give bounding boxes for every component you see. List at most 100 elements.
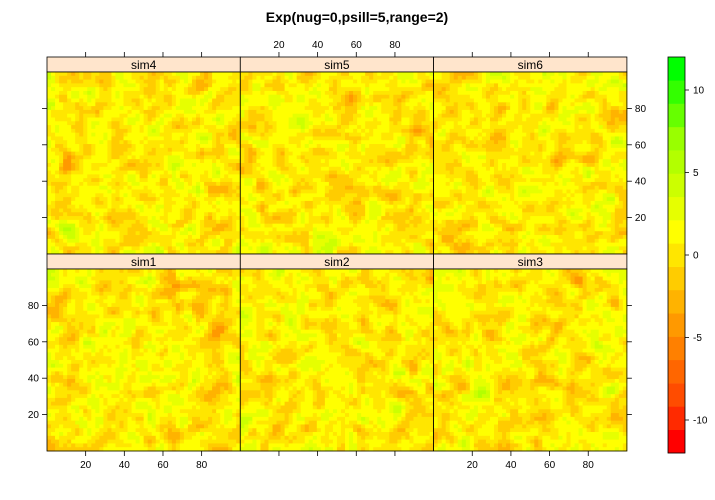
heatmap-cell	[357, 159, 362, 164]
heatmap-cell	[292, 223, 298, 228]
heatmap-cell	[361, 204, 366, 209]
heatmap-cell	[220, 113, 225, 118]
heatmap-cell	[175, 75, 181, 80]
heatmap-cell	[240, 235, 245, 240]
heatmap-cell	[429, 109, 434, 115]
heatmap-cell	[276, 87, 281, 92]
heatmap-cell	[95, 98, 100, 103]
heatmap-cell	[216, 181, 221, 187]
heatmap-cell	[429, 216, 434, 221]
heatmap-cell	[232, 216, 237, 221]
heatmap-cell	[401, 231, 406, 236]
heatmap-cell	[280, 155, 285, 160]
heatmap-cell	[324, 102, 330, 107]
heatmap-cell	[91, 155, 96, 160]
heatmap-cell	[393, 102, 398, 107]
heatmap-cell	[200, 197, 205, 202]
heatmap-cell	[316, 98, 322, 103]
heatmap-cell	[248, 75, 253, 80]
heatmap-cell	[409, 87, 414, 92]
heatmap-cell	[256, 197, 261, 202]
heatmap-cell	[67, 238, 72, 244]
heatmap-cell	[107, 94, 112, 99]
heatmap-cell	[107, 231, 112, 236]
heatmap-cell	[171, 113, 177, 118]
heatmap-cell	[79, 87, 84, 92]
heatmap-cell	[369, 121, 374, 126]
heatmap-cell	[409, 189, 414, 194]
heatmap-cell	[417, 125, 422, 130]
heatmap-cell	[566, 72, 571, 77]
heatmap-cell	[143, 212, 149, 217]
heatmap-cell	[228, 163, 233, 168]
heatmap-cell	[196, 231, 201, 236]
heatmap-cell	[47, 204, 52, 209]
heatmap-cell	[216, 204, 221, 209]
heatmap-cell	[276, 235, 281, 240]
heatmap-cell	[135, 185, 141, 190]
heatmap-cell	[167, 166, 173, 171]
heatmap-cell	[159, 144, 165, 149]
heatmap-cell	[417, 181, 422, 187]
heatmap-cell	[95, 216, 100, 221]
heatmap-cell	[51, 144, 56, 149]
heatmap-cell	[453, 83, 459, 88]
heatmap-cell	[191, 235, 197, 240]
heatmap-cell	[381, 136, 386, 141]
heatmap-cell	[204, 83, 209, 88]
heatmap-cell	[240, 246, 245, 251]
heatmap-cell	[260, 151, 265, 156]
heatmap-cell	[187, 223, 193, 228]
heatmap-cell	[328, 159, 334, 164]
heatmap-cell	[340, 75, 346, 80]
heatmap-cell	[316, 250, 322, 255]
heatmap-cell	[79, 79, 84, 84]
heatmap-cell	[224, 200, 229, 206]
heatmap-cell	[300, 231, 306, 236]
heatmap-cell	[421, 197, 426, 202]
heatmap-cell	[353, 102, 358, 107]
heatmap-cell	[288, 170, 294, 175]
heatmap-cell	[385, 212, 390, 217]
heatmap-cell	[228, 170, 233, 175]
heatmap-cell	[99, 83, 104, 88]
heatmap-cell	[87, 132, 92, 137]
heatmap-cell	[389, 189, 394, 194]
heatmap-cell	[369, 106, 374, 111]
heatmap-cell	[280, 200, 285, 206]
heatmap-cell	[264, 155, 269, 160]
heatmap-cell	[63, 227, 68, 232]
heatmap-cell	[570, 94, 575, 99]
heatmap-cell	[111, 208, 116, 213]
heatmap-cell	[296, 238, 302, 244]
heatmap-cell	[115, 159, 120, 164]
heatmap-cell	[224, 178, 229, 183]
heatmap-cell	[79, 144, 84, 149]
heatmap-cell	[208, 231, 213, 236]
heatmap-cell	[183, 128, 189, 134]
heatmap-cell	[389, 128, 394, 134]
heatmap-cell	[47, 121, 52, 126]
heatmap-cell	[554, 72, 559, 77]
heatmap-cell	[316, 113, 322, 118]
heatmap-cell	[139, 189, 145, 194]
heatmap-cell	[405, 94, 410, 99]
heatmap-cell	[336, 125, 342, 130]
heatmap-cell	[208, 166, 213, 171]
heatmap-cell	[272, 181, 277, 187]
heatmap-cell	[131, 106, 136, 111]
heatmap-cell	[332, 132, 338, 137]
heatmap-cell	[312, 193, 318, 198]
heatmap-cell	[292, 147, 298, 153]
heatmap-cell	[191, 223, 197, 228]
heatmap-cell	[208, 151, 213, 156]
heatmap-cell	[357, 79, 362, 84]
heatmap-cell	[71, 238, 76, 244]
heatmap-cell	[385, 87, 390, 92]
heatmap-cell	[91, 72, 96, 77]
heatmap-cell	[127, 75, 132, 80]
heatmap-cell	[224, 121, 229, 126]
heatmap-cell	[135, 159, 141, 164]
heatmap-cell	[361, 151, 366, 156]
heatmap-cell	[361, 212, 366, 217]
